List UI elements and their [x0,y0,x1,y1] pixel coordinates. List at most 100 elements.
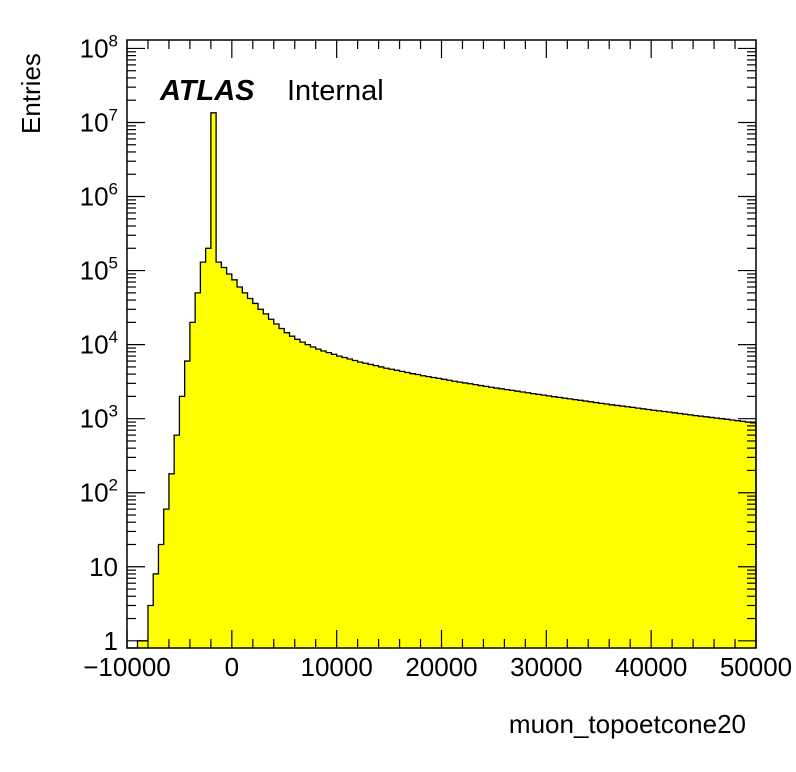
histogram-bar [431,377,437,648]
x-tick-label: 50000 [720,652,792,682]
histogram-bar [436,378,442,648]
histogram-bar [179,396,185,648]
histogram-bar [750,422,757,648]
histogram-bar [562,398,568,648]
histogram-bar [446,380,453,648]
y-tick-label: 107 [80,105,118,137]
histogram-bar [687,414,694,648]
histogram-bar [462,382,469,648]
histogram-bar [656,410,662,648]
histogram-bar [168,473,175,648]
histogram-bar [504,389,510,648]
histogram-bar [614,405,621,648]
histogram-bar [682,414,689,648]
histogram-bar [609,404,615,648]
histogram-bars [137,112,757,648]
histogram-bar [556,397,563,648]
histogram-bar [258,309,264,648]
histogram-bar [520,392,526,648]
x-tick-label: −10000 [83,652,170,682]
histogram-bar [231,279,238,648]
histogram-bar [326,352,332,648]
histogram-bar [242,292,248,648]
histogram-bar [305,344,311,648]
histogram-bar [745,422,752,648]
histogram-bar [184,361,191,648]
histogram-bar [509,390,516,648]
histogram-bar [514,391,521,648]
histogram-bar [672,412,678,648]
histogram-bar [142,640,149,648]
histogram-bar [399,371,406,648]
histogram-bar [551,396,558,648]
histogram-bar [451,381,458,648]
histogram-bar [299,342,306,648]
histogram-bar [719,418,725,648]
histogram-bar [567,398,573,648]
atlas-label: ATLAS [159,75,255,107]
x-tick-label: 10000 [301,652,373,682]
histogram-bar [404,372,411,648]
histogram-bar [221,267,227,648]
y-axis-title: Entries [16,53,46,134]
histogram-bar [441,379,448,648]
histogram-bar [661,411,668,648]
y-tick-label: 103 [80,402,118,434]
histogram-bar [279,328,285,648]
y-tick-label: 105 [80,254,118,286]
histogram-bar [268,319,275,648]
histogram-bar [425,376,432,648]
histogram-bar [137,640,144,648]
histogram-bar [735,420,741,648]
histogram-bar [729,419,736,648]
histogram-bar [210,112,217,648]
histogram-bar [593,402,600,648]
histogram-bar [583,401,589,648]
histogram-bar [174,435,180,648]
histogram-bar [352,360,358,648]
histogram-bar [651,410,657,648]
histogram-bar [693,415,699,648]
histogram-bar [624,406,631,648]
histogram-bar [483,386,489,648]
histogram-bar [153,573,159,648]
x-tick-label: 20000 [405,652,477,682]
axis-ticks [126,40,757,648]
histogram-bar [389,369,395,648]
histogram-bar [373,365,379,648]
histogram-bar [703,416,710,648]
histogram-bar [247,298,254,648]
histogram-bar [158,544,164,648]
histogram-bar [378,366,385,648]
histogram-bar [724,419,731,648]
histogram-bar [310,346,316,648]
histogram-bar [341,357,348,648]
x-tick-label: 30000 [510,652,582,682]
histogram-bar [588,401,594,648]
histogram-bar [525,392,531,648]
x-tick-labels: −10000 0 10000 20000 30000 40000 50000 [83,652,792,682]
histogram-bar [226,273,233,648]
histogram-bar [273,323,280,648]
histogram-bar [410,373,416,648]
histogram-bar [263,313,269,648]
y-tick-label: 102 [80,476,118,508]
histogram-bar [546,395,552,648]
atlas-status-label: Internal [287,75,384,107]
y-tick-label: 104 [80,328,118,360]
histogram-bar [740,421,746,648]
histogram-bar [294,339,301,648]
histogram-bar [336,356,343,648]
histogram-bar [383,368,390,648]
histogram-bar [216,262,222,648]
histogram-bar [472,384,479,648]
histogram-bar [331,354,337,648]
histogram-bar [499,388,505,648]
y-tick-label: 108 [80,31,118,63]
histogram-bar [415,374,421,648]
x-tick-label: 40000 [615,652,687,682]
histogram-bar [698,416,704,648]
histogram-bar [347,358,353,648]
histogram-bar [577,400,584,648]
